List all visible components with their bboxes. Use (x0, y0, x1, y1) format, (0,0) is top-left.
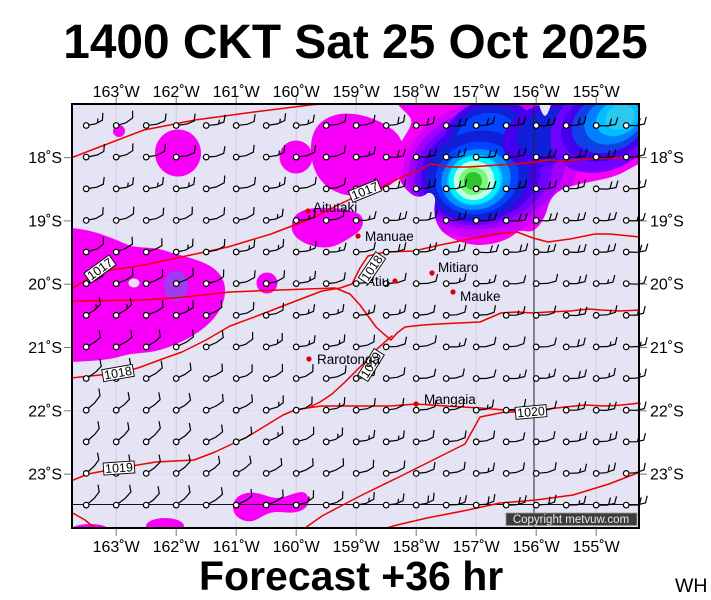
svg-text:163˚W: 163˚W (93, 84, 141, 101)
svg-text:Mauke: Mauke (460, 289, 501, 304)
svg-text:23˚S: 23˚S (28, 467, 62, 484)
svg-text:Copyright metvuw.com: Copyright metvuw.com (513, 514, 629, 526)
svg-text:160˚W: 160˚W (273, 539, 321, 556)
svg-text:23˚S: 23˚S (650, 467, 684, 484)
svg-text:161˚W: 161˚W (213, 84, 261, 101)
svg-text:162˚W: 162˚W (153, 539, 201, 556)
svg-text:22˚S: 22˚S (650, 403, 684, 420)
svg-text:19˚S: 19˚S (650, 213, 684, 230)
svg-text:22˚S: 22˚S (28, 403, 62, 420)
svg-text:Rarotonga: Rarotonga (317, 352, 381, 367)
svg-text:157˚W: 157˚W (453, 539, 501, 556)
svg-text:163˚W: 163˚W (93, 539, 141, 556)
svg-text:162˚W: 162˚W (153, 84, 201, 101)
svg-text:157˚W: 157˚W (453, 84, 501, 101)
svg-text:159˚W: 159˚W (333, 84, 381, 101)
svg-text:1019: 1019 (105, 460, 134, 476)
svg-text:159˚W: 159˚W (333, 539, 381, 556)
svg-text:156˚W: 156˚W (513, 539, 561, 556)
svg-text:160˚W: 160˚W (273, 84, 321, 101)
svg-text:155˚W: 155˚W (573, 539, 621, 556)
svg-text:158˚W: 158˚W (393, 84, 441, 101)
svg-text:156˚W: 156˚W (513, 84, 561, 101)
svg-text:18˚S: 18˚S (28, 150, 62, 167)
svg-text:Mangaia: Mangaia (424, 392, 476, 407)
svg-text:1020: 1020 (517, 404, 546, 420)
svg-text:Aitutaki: Aitutaki (313, 200, 357, 215)
svg-text:21˚S: 21˚S (650, 340, 684, 357)
svg-text:158˚W: 158˚W (393, 539, 441, 556)
svg-text:19˚S: 19˚S (28, 213, 62, 230)
svg-text:20˚S: 20˚S (650, 277, 684, 294)
svg-text:21˚S: 21˚S (28, 340, 62, 357)
svg-text:20˚S: 20˚S (28, 277, 62, 294)
svg-text:155˚W: 155˚W (573, 84, 621, 101)
svg-text:18˚S: 18˚S (650, 150, 684, 167)
svg-text:Mitiaro: Mitiaro (438, 260, 479, 275)
svg-text:161˚W: 161˚W (213, 539, 261, 556)
svg-text:1018: 1018 (103, 364, 133, 383)
svg-text:Manuae: Manuae (365, 229, 414, 244)
